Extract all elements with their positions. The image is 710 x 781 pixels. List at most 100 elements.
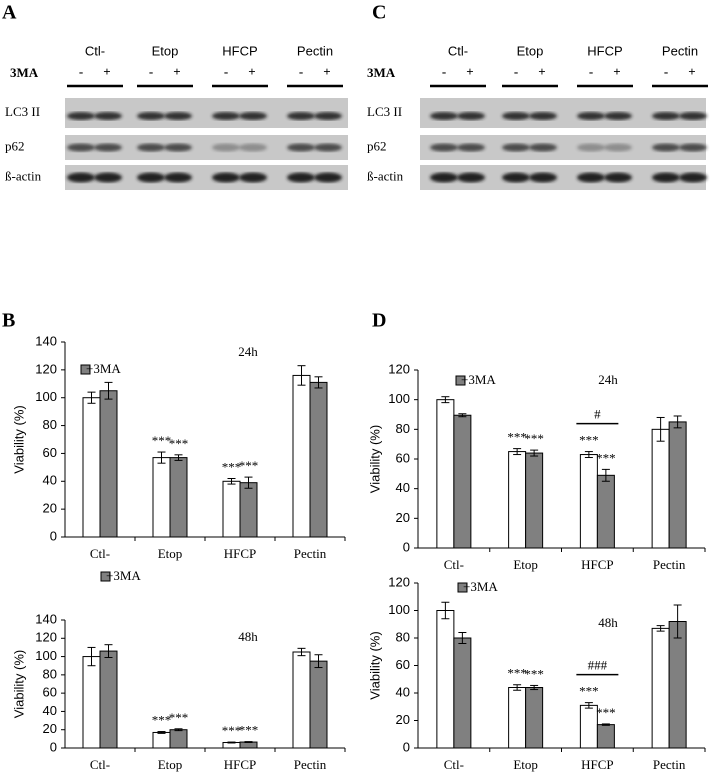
panel-letter: A (2, 2, 17, 24)
error-bar (87, 646, 96, 667)
y-tick-label: 100 (35, 648, 57, 663)
bar (651, 428, 670, 549)
blot-band (94, 143, 122, 152)
y-tick-label: 140 (35, 333, 57, 348)
x-tick-label: Etop (158, 546, 183, 561)
legend-label: +3MA (461, 372, 496, 387)
error-bar (104, 644, 113, 658)
y-tick-label: 20 (396, 510, 410, 525)
significance-label: *** (596, 705, 616, 720)
sign-label: - (299, 64, 303, 79)
x-tick-label: Etop (513, 757, 538, 772)
significance-label: *** (524, 666, 544, 681)
error-bar (530, 684, 539, 691)
significance-label: # (594, 407, 601, 422)
bar (525, 687, 544, 749)
chart-title: 48h (238, 629, 258, 644)
blot-band (94, 112, 122, 120)
blot-band (314, 143, 342, 152)
sign-label: - (79, 64, 83, 79)
error-bar (673, 604, 682, 639)
significance-label: ### (588, 658, 608, 673)
y-tick-label: 20 (396, 712, 410, 727)
bar (152, 731, 171, 749)
blot-band (67, 172, 95, 183)
error-bar (584, 451, 593, 459)
blot-band (212, 172, 240, 183)
blot-band (529, 172, 557, 183)
significance-label: *** (579, 684, 599, 699)
y-tick-label: 120 (388, 361, 410, 376)
sign-label: - (442, 64, 446, 79)
blot-band (164, 143, 192, 152)
legend-swatch (455, 375, 466, 386)
x-tick-label: Etop (158, 757, 183, 772)
y-tick-label: 60 (396, 450, 410, 465)
error-bar (656, 416, 665, 442)
blot-band (577, 112, 605, 120)
y-tick-label: 120 (35, 361, 57, 376)
bar (169, 729, 188, 749)
error-bar (157, 731, 166, 734)
legend-swatch (457, 582, 468, 593)
x-tick-label: Pectin (294, 546, 327, 561)
legend-label: +3MA (463, 579, 498, 594)
significance-label: *** (239, 458, 259, 473)
blot-band (239, 112, 267, 120)
blot-band (94, 172, 122, 183)
chart-title: 48h (598, 615, 618, 630)
blot-row-label: ß-actin (5, 168, 42, 183)
bar (82, 397, 101, 538)
y-axis-label: Viability (%) (11, 650, 26, 718)
bar (99, 650, 118, 749)
bar (292, 651, 311, 749)
bar (239, 482, 258, 538)
error-bar (297, 647, 306, 657)
x-tick-label: HFCP (581, 557, 614, 572)
y-axis-label: Viability (%) (367, 425, 382, 493)
y-tick-label: 80 (43, 417, 57, 432)
x-tick-label: Ctl- (444, 557, 464, 572)
blot-band (457, 112, 485, 120)
treatment-label: 3MA (10, 65, 39, 80)
blot-band (212, 112, 240, 120)
bar (169, 457, 188, 538)
bar (668, 421, 687, 549)
sign-label: + (103, 64, 110, 79)
sign-label: + (688, 64, 695, 79)
blot-band (502, 143, 530, 152)
y-tick-label: 0 (403, 539, 410, 554)
x-tick-label: HFCP (224, 757, 257, 772)
error-bar (513, 448, 522, 456)
panel-letter: B (2, 310, 15, 332)
y-tick-label: 0 (403, 739, 410, 754)
condition-label: Ctl- (85, 43, 105, 58)
error-bar (87, 391, 96, 404)
y-tick-label: 120 (35, 630, 57, 645)
y-tick-label: 140 (35, 611, 57, 626)
bar (508, 687, 527, 749)
y-tick-label: 60 (396, 657, 410, 672)
bar (309, 660, 328, 749)
error-bar (104, 381, 113, 400)
legend-swatch (100, 571, 111, 582)
error-bar (530, 449, 539, 457)
error-bar (458, 632, 467, 644)
chart-title: 24h (598, 372, 618, 387)
error-bar (513, 684, 522, 691)
significance-label: *** (524, 431, 544, 446)
error-bar (441, 601, 450, 620)
y-tick-label: 120 (388, 574, 410, 589)
significance-label: *** (579, 433, 599, 448)
significance-label: *** (169, 710, 189, 725)
error-bar (601, 723, 610, 726)
bar (525, 452, 544, 549)
blot-row-label: LC3 II (5, 104, 40, 119)
chart-title: 24h (238, 344, 258, 359)
significance-label: *** (596, 450, 616, 465)
condition-label: Pectin (297, 43, 333, 58)
blot-band (652, 112, 680, 120)
bar (596, 724, 615, 749)
bar (152, 457, 171, 538)
y-tick-label: 100 (35, 389, 57, 404)
